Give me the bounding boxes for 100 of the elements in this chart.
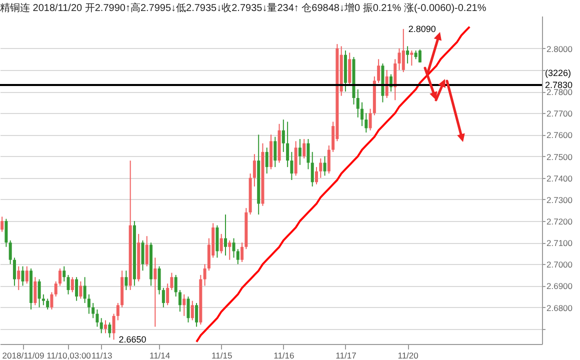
candlestick xyxy=(46,298,50,310)
candlestick xyxy=(0,216,4,232)
x-tick-label: 11/13 xyxy=(92,350,112,360)
candlestick xyxy=(385,69,388,98)
candlestick xyxy=(402,28,405,73)
candlestick xyxy=(87,294,90,314)
candlestick xyxy=(319,158,322,178)
candlestick xyxy=(116,302,120,321)
candlestick xyxy=(220,233,223,254)
candlestick xyxy=(236,248,240,265)
candlestick xyxy=(162,287,165,308)
candlestick xyxy=(360,102,364,127)
candlestick xyxy=(141,240,144,272)
candlestick xyxy=(418,48,422,63)
candlestick xyxy=(216,224,219,258)
x-tick-label: 2018/11/09 xyxy=(2,350,44,360)
candlestick xyxy=(170,272,174,291)
candlestick xyxy=(34,276,37,306)
candlestick xyxy=(70,276,74,293)
candlestick xyxy=(410,50,414,66)
y-tick-label: 2.8000 xyxy=(546,44,573,54)
candlestick xyxy=(315,166,318,185)
y-tick-label: 2.7100 xyxy=(546,238,573,248)
candlestick xyxy=(398,48,401,70)
x-tick-label: 11/20 xyxy=(398,350,419,360)
candlestick xyxy=(62,266,66,282)
annotation: 2.6650 xyxy=(118,334,146,345)
candlestick xyxy=(302,138,306,159)
candlestick xyxy=(124,270,128,291)
x-tick-label: 11/17 xyxy=(336,350,357,360)
x-tick-label: 11/15 xyxy=(212,350,232,360)
candlestick xyxy=(66,274,70,295)
candlestick xyxy=(298,138,302,166)
candlestick xyxy=(12,257,16,286)
candlestick xyxy=(182,294,186,316)
candlestick xyxy=(178,290,182,312)
candlestick xyxy=(228,240,232,260)
candlestick xyxy=(100,318,103,334)
y-tick-label: 2.7400 xyxy=(546,173,573,184)
candlestick xyxy=(54,280,58,298)
y-tick-label: 2.6900 xyxy=(546,281,573,292)
y-tick-label: 2.7600 xyxy=(546,130,573,140)
candlestick xyxy=(38,278,41,308)
candlestick xyxy=(166,283,170,306)
y-tick-label: 2.7300 xyxy=(546,194,573,205)
candlestick xyxy=(145,236,148,267)
candlestick xyxy=(108,322,112,338)
candlestick xyxy=(79,280,82,300)
candlestick xyxy=(112,313,116,340)
candlestick xyxy=(240,242,244,262)
y-tick-label: 2.7000 xyxy=(546,260,573,270)
candlestick xyxy=(348,52,352,86)
candlestick xyxy=(265,147,268,174)
candlestick xyxy=(158,266,161,295)
candlestick xyxy=(8,240,12,265)
candlestick xyxy=(83,276,86,304)
candlestick xyxy=(406,46,410,64)
candlestick xyxy=(4,218,8,248)
candlestick xyxy=(282,119,285,152)
candlestick xyxy=(224,214,227,256)
candlestick xyxy=(75,276,78,302)
candlestick xyxy=(368,108,372,131)
text: (3226) xyxy=(545,68,572,78)
candlestick xyxy=(174,274,178,298)
candlestick xyxy=(323,156,326,176)
y-tick-label: 2.7500 xyxy=(546,152,573,162)
candlestick xyxy=(274,136,277,168)
candlestick xyxy=(364,112,368,134)
chart-title: 精铜连 2018/11/20 开2.7990↑高2.7995↓低2.7935↓收2.7935↓量234↑ 仓69848↓增0 振0.21% 涨(-0.0060)-0.21% xyxy=(0,2,486,14)
candlestick xyxy=(356,88,360,118)
candlestick xyxy=(104,320,108,334)
line-series xyxy=(196,26,471,343)
candlestick xyxy=(232,238,236,258)
candlestick xyxy=(96,308,99,328)
candlestick xyxy=(306,138,310,170)
candlestick xyxy=(394,58,397,101)
candlestick xyxy=(154,257,157,328)
candlestick xyxy=(186,296,190,323)
candlestick xyxy=(327,144,330,174)
candlestick xyxy=(42,294,45,306)
y-tick-label: 2.7700 xyxy=(546,108,573,119)
candlestick xyxy=(286,121,290,168)
candlestick xyxy=(17,266,20,291)
x-tick-label: 11/16 xyxy=(274,350,295,360)
x-tick-label: 11/14 xyxy=(149,350,170,360)
y-tick-label: 2.6800 xyxy=(546,302,573,313)
candlestick xyxy=(377,58,380,84)
candlestick xyxy=(21,266,24,286)
candlestick xyxy=(58,268,62,286)
candlestick xyxy=(25,266,28,284)
candlestick xyxy=(195,302,198,328)
y-tick-label: 2.7200 xyxy=(546,216,573,226)
candlestick xyxy=(310,151,314,187)
x-tick-label: 11/10,03:00 xyxy=(46,350,92,360)
candlestick xyxy=(50,292,54,310)
candlestick xyxy=(203,264,206,286)
candlestick xyxy=(92,302,95,319)
annotation: 2.8090 xyxy=(408,24,436,34)
candlestick xyxy=(190,300,194,321)
candlestick xyxy=(290,151,294,180)
